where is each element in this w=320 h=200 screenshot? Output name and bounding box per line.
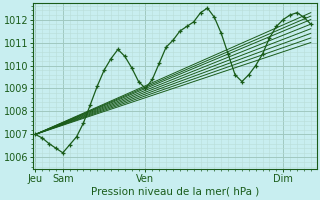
X-axis label: Pression niveau de la mer( hPa ): Pression niveau de la mer( hPa ) <box>91 187 259 197</box>
